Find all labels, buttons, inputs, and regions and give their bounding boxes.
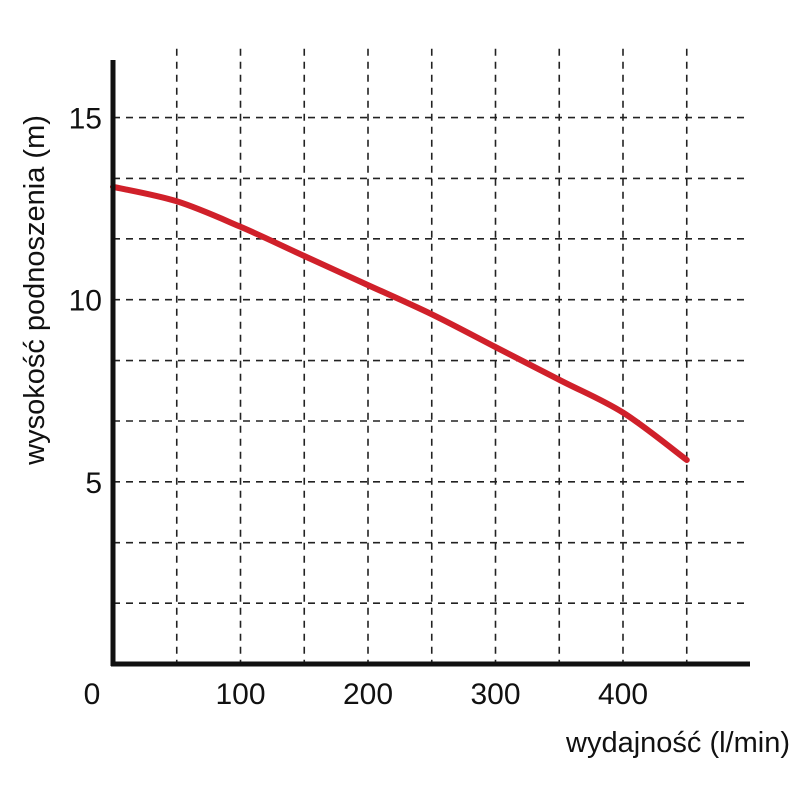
y-tick-label: 5 <box>85 467 102 500</box>
x-tick-label: 200 <box>343 678 393 711</box>
axes <box>110 60 750 667</box>
y-axis-title: wysokość podnoszenia (m) <box>19 115 51 466</box>
y-tick-label: 15 <box>69 103 102 136</box>
x-tick-label: 400 <box>598 678 648 711</box>
grid <box>113 48 750 664</box>
tick-labels: 100 200 300 400 5 10 15 <box>69 103 648 711</box>
x-tick-label: 300 <box>470 678 520 711</box>
x-axis-title: wydajność (l/min) <box>565 727 790 759</box>
x-tick-label: 100 <box>215 678 265 711</box>
series-line <box>110 183 690 463</box>
origin-label: 0 <box>84 678 101 711</box>
series-layer <box>110 183 690 463</box>
y-tick-label: 10 <box>69 285 102 318</box>
